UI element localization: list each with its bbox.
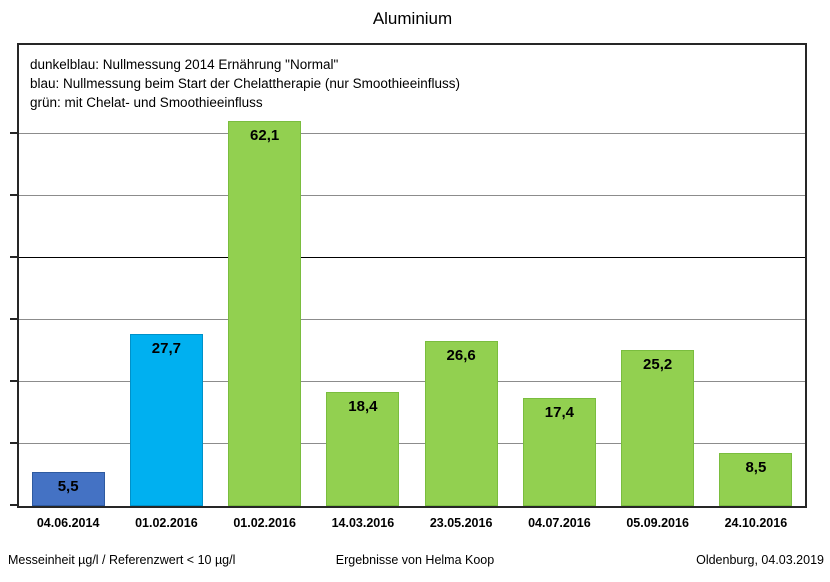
y-axis-tick-0	[10, 504, 17, 506]
bar-value-label: 27,7	[151, 340, 181, 358]
x-axis-label: 24.10.2016	[724, 516, 788, 530]
plot-inner: dunkelblau: Nullmessung 2014 Ernährung "…	[10, 45, 805, 506]
x-axis-label: 23.05.2016	[429, 516, 493, 530]
bar-value-label: 26,6	[446, 347, 476, 365]
bar-01.02.2016: 27,7	[129, 334, 203, 506]
legend-line-blue: blau: Nullmessung beim Start der Chelatt…	[30, 76, 460, 91]
plot-area: dunkelblau: Nullmessung 2014 Ernährung "…	[10, 43, 807, 508]
x-axis-label: 04.07.2016	[528, 516, 591, 530]
gridline-10	[19, 442, 805, 444]
footer-credit: Ergebnisse von Helma Koop	[335, 553, 495, 567]
y-axis-tick-60	[10, 132, 17, 134]
bar-04.06.2014: 5,5	[31, 471, 105, 506]
bar-value-label: 62,1	[250, 126, 280, 144]
bar-value-label: 17,4	[544, 404, 574, 422]
bar-04.07.2016: 17,4	[522, 398, 596, 506]
x-axis-label: 04.06.2014	[36, 516, 100, 530]
bar-value-label: 25,2	[643, 355, 673, 373]
bar-value-label: 5,5	[57, 477, 79, 495]
x-axis-label: 01.02.2016	[135, 516, 198, 530]
y-axis-tick-50	[10, 194, 17, 196]
gridline-60	[19, 132, 805, 134]
x-axis-label: 14.03.2016	[331, 516, 395, 530]
gridline-30	[19, 318, 805, 320]
y-axis-tick-20	[10, 380, 17, 382]
bar-value-label: 8,5	[745, 459, 767, 477]
bar-value-label: 18,4	[348, 397, 378, 415]
bar-14.03.2016: 18,4	[326, 391, 400, 506]
bar-24.10.2016: 8,5	[719, 453, 793, 506]
gridline-20	[19, 380, 805, 382]
bar-23.05.2016: 26,6	[424, 341, 498, 506]
chart-title: Aluminium	[372, 9, 453, 28]
x-axis-label: 05.09.2016	[626, 516, 689, 530]
gridline-40	[19, 256, 805, 258]
y-axis-tick-40	[10, 256, 17, 258]
footer: Messeinheit µg/l / Referenzwert < 10 µg/…	[0, 553, 830, 573]
footer-place-date: Oldenburg, 04.03.2019	[696, 553, 824, 567]
legend: dunkelblau: Nullmessung 2014 Ernährung "…	[22, 53, 614, 116]
bar-05.09.2016: 25,2	[621, 349, 695, 506]
legend-line-darkblue: dunkelblau: Nullmessung 2014 Ernährung "…	[30, 57, 339, 72]
y-axis-tick-10	[10, 442, 17, 444]
legend-line-green: grün: mit Chelat- und Smoothieeinfluss	[30, 95, 263, 110]
x-axis-label: 01.02.2016	[233, 516, 296, 530]
y-axis-tick-30	[10, 318, 17, 320]
gridline-50	[19, 194, 805, 196]
bar-01.02.2016: 62,1	[228, 120, 302, 506]
footer-unit-reference: Messeinheit µg/l / Referenzwert < 10 µg/…	[8, 553, 236, 567]
